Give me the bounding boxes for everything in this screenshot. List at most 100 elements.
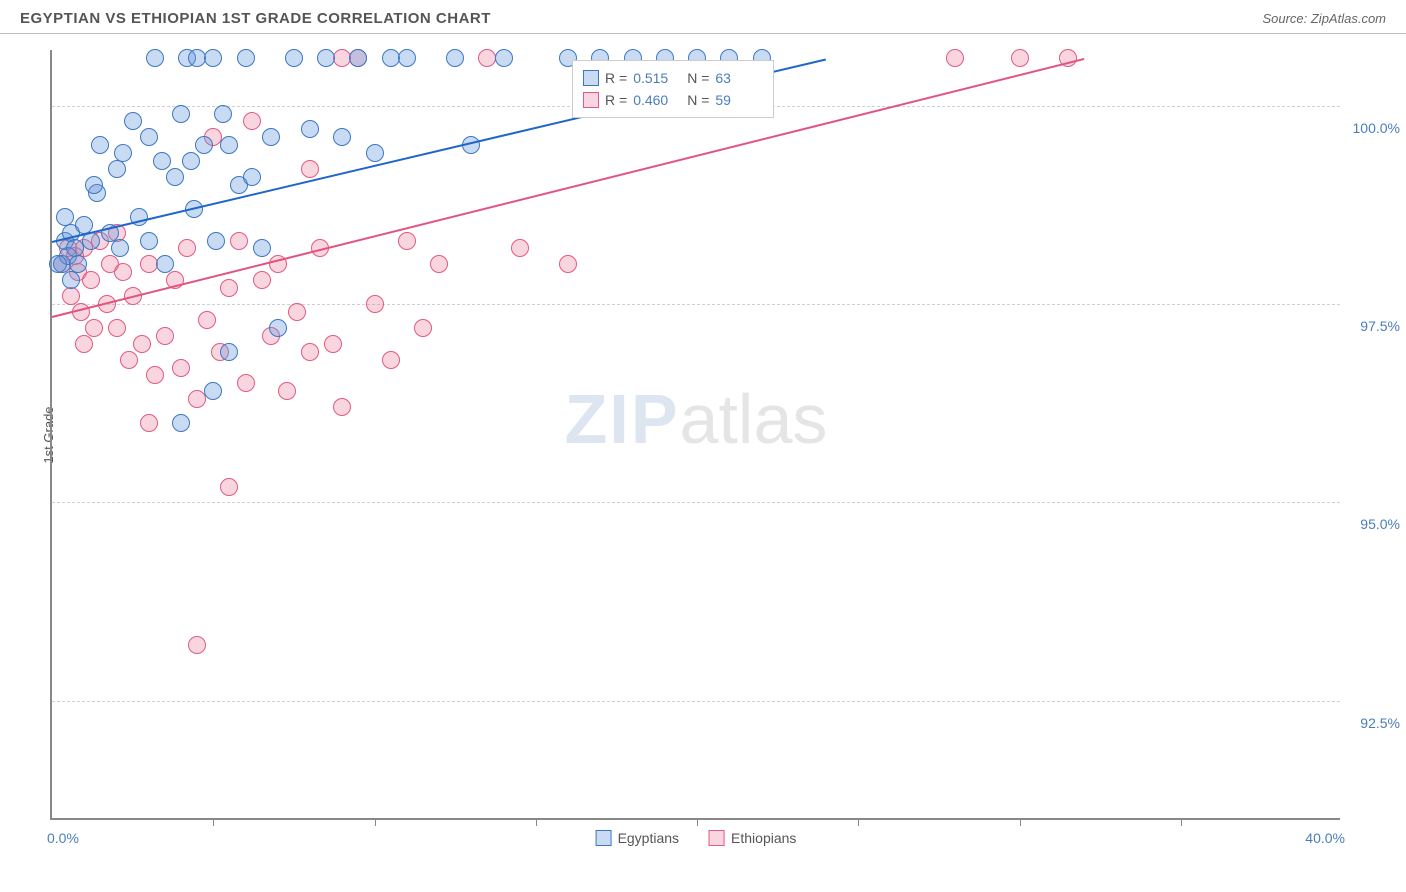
scatter-point-ethio	[198, 311, 216, 329]
scatter-point-ethio	[288, 303, 306, 321]
x-tick	[213, 818, 214, 826]
x-tick	[697, 818, 698, 826]
scatter-point-ethio	[559, 255, 577, 273]
stats-row-egypt: R = 0.515 N = 63	[583, 67, 763, 89]
header: EGYPTIAN VS ETHIOPIAN 1ST GRADE CORRELAT…	[0, 0, 1406, 34]
scatter-point-egypt	[140, 232, 158, 250]
y-tick-label: 97.5%	[1360, 318, 1400, 334]
n-value: 59	[715, 89, 763, 111]
scatter-point-ethio	[140, 414, 158, 432]
scatter-point-egypt	[62, 271, 80, 289]
scatter-point-ethio	[172, 359, 190, 377]
n-label: N =	[687, 89, 709, 111]
scatter-point-egypt	[301, 120, 319, 138]
plot-region: ZIPatlas 100.0%97.5%95.0%92.5%0.0%40.0%R…	[50, 50, 1340, 820]
watermark-zip: ZIP	[565, 380, 680, 458]
scatter-point-egypt	[495, 49, 513, 67]
chart-area: 1st Grade ZIPatlas 100.0%97.5%95.0%92.5%…	[50, 50, 1340, 820]
n-value: 63	[715, 67, 763, 89]
r-value: 0.460	[633, 89, 681, 111]
x-tick	[1181, 818, 1182, 826]
scatter-point-ethio	[220, 478, 238, 496]
legend-item-egypt: Egyptians	[596, 830, 679, 846]
x-tick	[858, 818, 859, 826]
y-tick-label: 95.0%	[1360, 516, 1400, 532]
gridline	[52, 304, 1340, 305]
scatter-point-egypt	[262, 128, 280, 146]
r-label: R =	[605, 89, 627, 111]
scatter-point-egypt	[146, 49, 164, 67]
scatter-point-ethio	[333, 398, 351, 416]
scatter-point-egypt	[349, 49, 367, 67]
scatter-point-egypt	[220, 136, 238, 154]
scatter-point-ethio	[324, 335, 342, 353]
x-tick	[536, 818, 537, 826]
x-max-label: 40.0%	[1305, 830, 1345, 846]
r-value: 0.515	[633, 67, 681, 89]
stats-row-ethio: R = 0.460 N = 59	[583, 89, 763, 111]
scatter-point-egypt	[243, 168, 261, 186]
scatter-point-ethio	[108, 319, 126, 337]
scatter-point-egypt	[195, 136, 213, 154]
scatter-point-ethio	[114, 263, 132, 281]
scatter-point-ethio	[75, 335, 93, 353]
scatter-point-egypt	[172, 414, 190, 432]
scatter-point-ethio	[237, 374, 255, 392]
gridline	[52, 502, 1340, 503]
scatter-point-egypt	[156, 255, 174, 273]
scatter-point-ethio	[430, 255, 448, 273]
watermark: ZIPatlas	[565, 379, 828, 459]
scatter-point-ethio	[82, 271, 100, 289]
legend-swatch-ethio	[709, 830, 725, 846]
scatter-point-ethio	[414, 319, 432, 337]
scatter-point-egypt	[140, 128, 158, 146]
scatter-point-ethio	[156, 327, 174, 345]
scatter-point-ethio	[278, 382, 296, 400]
gridline	[52, 701, 1340, 702]
scatter-point-ethio	[382, 351, 400, 369]
legend-swatch-ethio	[583, 92, 599, 108]
scatter-point-ethio	[398, 232, 416, 250]
legend-label-egypt: Egyptians	[618, 830, 679, 846]
scatter-point-ethio	[120, 351, 138, 369]
scatter-point-egypt	[398, 49, 416, 67]
scatter-point-egypt	[366, 144, 384, 162]
scatter-point-egypt	[269, 319, 287, 337]
scatter-point-ethio	[230, 232, 248, 250]
legend-item-ethio: Ethiopians	[709, 830, 796, 846]
chart-title: EGYPTIAN VS ETHIOPIAN 1ST GRADE CORRELAT…	[20, 10, 491, 27]
scatter-point-egypt	[204, 49, 222, 67]
scatter-point-egypt	[237, 49, 255, 67]
scatter-point-egypt	[85, 176, 103, 194]
r-label: R =	[605, 67, 627, 89]
y-tick-label: 100.0%	[1353, 120, 1400, 136]
stats-legend: R = 0.515 N = 63 R = 0.460 N = 59	[572, 60, 774, 118]
scatter-point-ethio	[946, 49, 964, 67]
source-label: Source: ZipAtlas.com	[1262, 11, 1386, 26]
scatter-point-egypt	[153, 152, 171, 170]
scatter-point-ethio	[133, 335, 151, 353]
scatter-point-egypt	[333, 128, 351, 146]
scatter-point-egypt	[182, 152, 200, 170]
scatter-point-egypt	[220, 343, 238, 361]
scatter-point-ethio	[178, 239, 196, 257]
scatter-point-ethio	[511, 239, 529, 257]
x-tick	[1020, 818, 1021, 826]
scatter-point-ethio	[1011, 49, 1029, 67]
legend-swatch-egypt	[596, 830, 612, 846]
scatter-point-ethio	[253, 271, 271, 289]
legend-swatch-egypt	[583, 70, 599, 86]
x-tick	[375, 818, 376, 826]
scatter-point-ethio	[188, 636, 206, 654]
scatter-point-egypt	[204, 382, 222, 400]
scatter-point-ethio	[146, 366, 164, 384]
bottom-legend: Egyptians Ethiopians	[596, 830, 797, 846]
scatter-point-egypt	[207, 232, 225, 250]
scatter-point-egypt	[446, 49, 464, 67]
scatter-point-egypt	[285, 49, 303, 67]
scatter-point-egypt	[166, 168, 184, 186]
x-min-label: 0.0%	[47, 830, 79, 846]
scatter-point-ethio	[301, 160, 319, 178]
scatter-point-ethio	[85, 319, 103, 337]
n-label: N =	[687, 67, 709, 89]
